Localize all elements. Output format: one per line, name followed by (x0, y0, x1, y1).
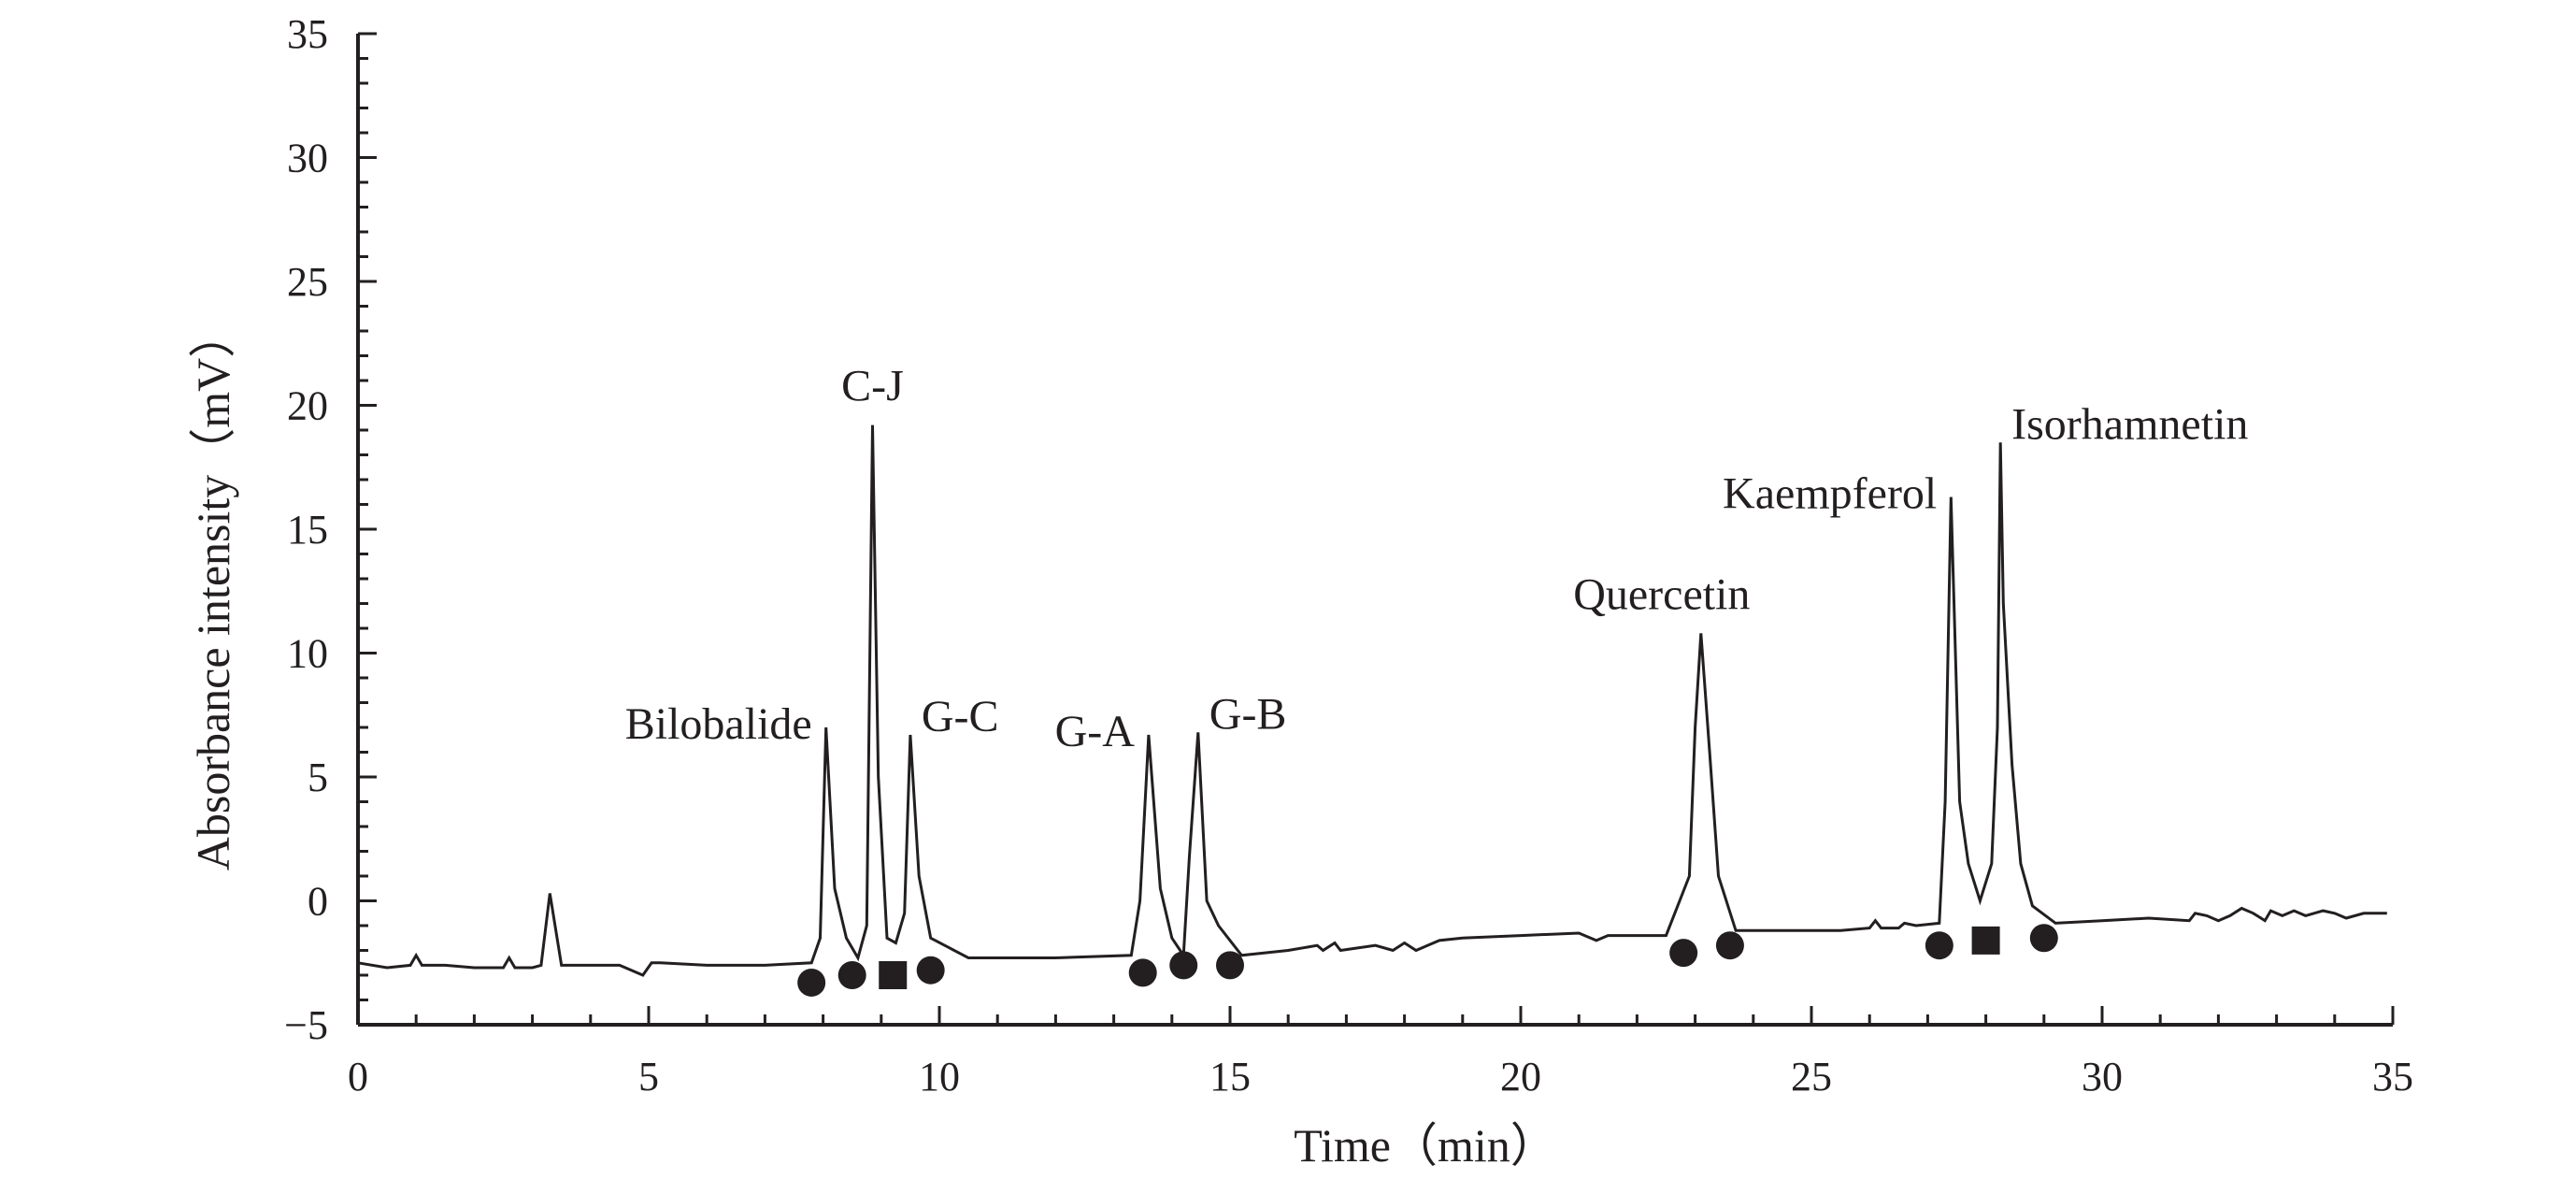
y-tick-label: −5 (284, 1002, 328, 1048)
y-tick-label: 5 (308, 755, 328, 800)
peak-label: G-C (922, 692, 999, 741)
x-tick-label: 10 (919, 1054, 960, 1100)
y-tick-label: 10 (287, 631, 328, 677)
y-tick-label: 20 (287, 383, 328, 429)
circle-marker (1715, 931, 1744, 960)
circle-marker (1169, 951, 1198, 980)
peak-label: Isorhamnetin (2011, 399, 2248, 449)
marker-layer (797, 924, 2058, 997)
peak-label: Kaempferol (1723, 469, 1937, 519)
peak-label: G-A (1055, 707, 1136, 756)
square-marker (1971, 926, 2000, 955)
y-tick-label: 15 (287, 507, 328, 553)
x-tick-label: 20 (1500, 1054, 1541, 1100)
x-axis-title: Time（min） (1294, 1119, 1557, 1172)
circle-marker (1669, 939, 1698, 968)
trace-layer (357, 424, 2387, 977)
axes: −5 0 5 10 15 20 25 30 35 0 5 10 15 20 25 30 35 (284, 11, 2413, 1100)
peak-label: C-J (841, 362, 904, 411)
x-tick-label: 5 (638, 1054, 659, 1100)
chromatogram-trace (357, 424, 2387, 977)
y-tick-label: 35 (287, 11, 328, 57)
peak-label-layer: Bilobalide C-J G-C G-A G-B Quercetin Kaempfero… (625, 362, 2249, 756)
x-tick-label: 35 (2372, 1054, 2413, 1100)
circle-marker (1128, 958, 1157, 987)
circle-marker (797, 968, 826, 997)
peak-label: G-B (1209, 689, 1287, 739)
square-marker (879, 961, 908, 989)
y-tick-label: 25 (287, 259, 328, 305)
peak-label: Quercetin (1573, 569, 1750, 619)
peak-label: Bilobalide (625, 699, 812, 749)
x-tick-label: 30 (2082, 1054, 2123, 1100)
x-tick-label: 25 (1791, 1054, 1832, 1100)
x-tick-label: 0 (348, 1054, 368, 1100)
circle-marker (2029, 924, 2058, 953)
circle-marker (916, 956, 945, 985)
circle-marker (1925, 931, 1953, 960)
circle-marker (837, 961, 866, 989)
y-tick-label: 30 (287, 136, 328, 181)
y-axis-title: Absorbance intensity（mV） (187, 311, 239, 871)
circle-marker (1216, 951, 1244, 980)
y-tick-label: 0 (308, 879, 328, 925)
x-tick-label: 15 (1209, 1054, 1251, 1100)
